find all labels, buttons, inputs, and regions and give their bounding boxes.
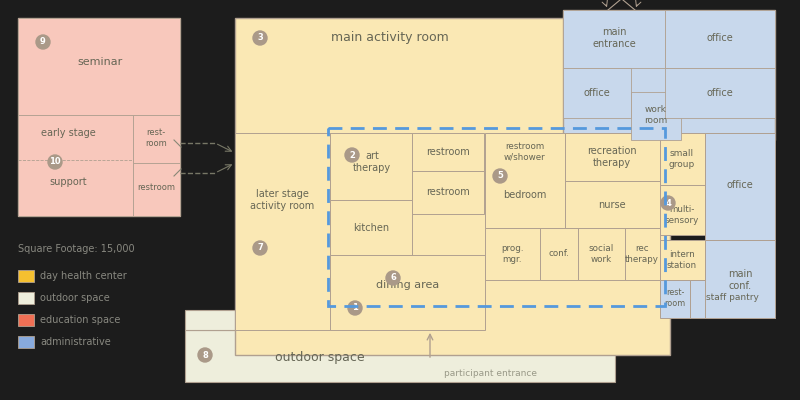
- Text: prog.
mgr.: prog. mgr.: [501, 244, 523, 264]
- Text: day health center: day health center: [40, 271, 126, 281]
- Text: restroom
w/shower: restroom w/shower: [504, 142, 546, 162]
- Bar: [18, 18, 180, 216]
- Text: education space: education space: [40, 315, 120, 325]
- Text: rest-
room: rest- room: [664, 288, 686, 308]
- Bar: [660, 133, 705, 185]
- Text: small
group: small group: [669, 149, 695, 169]
- Bar: [631, 92, 681, 140]
- Bar: [578, 228, 625, 280]
- Circle shape: [253, 31, 267, 45]
- Text: staff pantry: staff pantry: [706, 294, 758, 302]
- Text: 9: 9: [40, 38, 46, 46]
- Text: office: office: [706, 33, 734, 43]
- Text: main activity room: main activity room: [331, 32, 449, 44]
- Bar: [660, 185, 705, 235]
- Bar: [330, 255, 485, 330]
- Circle shape: [348, 301, 362, 315]
- Text: multi-
sensory: multi- sensory: [665, 205, 699, 225]
- Bar: [665, 68, 775, 118]
- Text: 10: 10: [49, 158, 61, 166]
- Text: 6: 6: [390, 274, 396, 282]
- Circle shape: [48, 155, 62, 169]
- Text: nurse: nurse: [598, 200, 626, 210]
- Bar: [563, 10, 775, 140]
- Text: intern
station: intern station: [667, 250, 697, 270]
- Bar: [133, 115, 180, 163]
- Circle shape: [493, 169, 507, 183]
- Text: office: office: [726, 180, 754, 190]
- Text: 2: 2: [349, 150, 355, 160]
- Text: art
therapy: art therapy: [353, 151, 391, 173]
- Bar: [705, 240, 775, 318]
- Bar: [485, 133, 565, 228]
- Bar: [485, 228, 540, 280]
- Text: dining area: dining area: [376, 280, 440, 290]
- Bar: [18, 270, 34, 282]
- Circle shape: [36, 35, 50, 49]
- Bar: [18, 292, 34, 304]
- Text: later stage
activity room: later stage activity room: [250, 189, 314, 211]
- Text: bedroom: bedroom: [503, 190, 546, 200]
- Text: main
conf.: main conf.: [728, 269, 752, 291]
- Bar: [18, 115, 133, 216]
- Bar: [565, 181, 660, 228]
- Text: administrative: administrative: [40, 337, 110, 347]
- Bar: [563, 10, 665, 68]
- Text: participant entrance: participant entrance: [443, 368, 537, 378]
- Text: rec
therapy: rec therapy: [625, 244, 659, 264]
- Bar: [563, 68, 631, 118]
- Bar: [565, 133, 660, 181]
- Bar: [235, 18, 670, 355]
- Text: work
room: work room: [644, 105, 668, 125]
- Text: 7: 7: [257, 244, 263, 252]
- Circle shape: [198, 348, 212, 362]
- Bar: [665, 10, 775, 68]
- Text: social
work: social work: [588, 244, 614, 264]
- Text: outdoor space: outdoor space: [275, 352, 365, 364]
- Bar: [660, 280, 690, 318]
- Circle shape: [253, 241, 267, 255]
- Bar: [18, 18, 180, 115]
- Bar: [133, 163, 180, 216]
- Circle shape: [345, 148, 359, 162]
- Text: 4: 4: [665, 198, 671, 208]
- Circle shape: [386, 271, 400, 285]
- Text: restroom: restroom: [137, 184, 175, 192]
- Text: outdoor space: outdoor space: [40, 293, 110, 303]
- Text: Square Footage: 15,000: Square Footage: 15,000: [18, 244, 134, 254]
- Bar: [18, 336, 34, 348]
- Text: main
entrance: main entrance: [592, 27, 636, 49]
- Text: recreation
therapy: recreation therapy: [587, 146, 637, 168]
- Circle shape: [661, 196, 675, 210]
- Text: support: support: [49, 177, 87, 187]
- Bar: [660, 240, 705, 280]
- Text: office: office: [706, 88, 734, 98]
- Text: office: office: [584, 88, 610, 98]
- Bar: [328, 128, 665, 306]
- Text: rest-
room: rest- room: [145, 128, 167, 148]
- Bar: [705, 133, 775, 240]
- Text: 5: 5: [497, 172, 503, 180]
- Bar: [690, 280, 775, 318]
- Text: early stage: early stage: [41, 128, 95, 138]
- Text: kitchen: kitchen: [353, 223, 389, 233]
- Bar: [18, 314, 34, 326]
- Text: restroom: restroom: [426, 147, 470, 157]
- Text: seminar: seminar: [78, 57, 122, 67]
- Bar: [625, 228, 660, 280]
- Bar: [235, 133, 330, 330]
- Bar: [330, 200, 412, 255]
- Text: 1: 1: [352, 304, 358, 312]
- Bar: [185, 330, 615, 382]
- Bar: [412, 171, 484, 214]
- Text: conf.: conf.: [549, 250, 570, 258]
- Text: 3: 3: [257, 34, 263, 42]
- Bar: [540, 228, 578, 280]
- Bar: [330, 133, 412, 200]
- Bar: [185, 310, 240, 330]
- Bar: [412, 133, 484, 171]
- Text: 8: 8: [202, 350, 208, 360]
- Text: restroom: restroom: [426, 187, 470, 197]
